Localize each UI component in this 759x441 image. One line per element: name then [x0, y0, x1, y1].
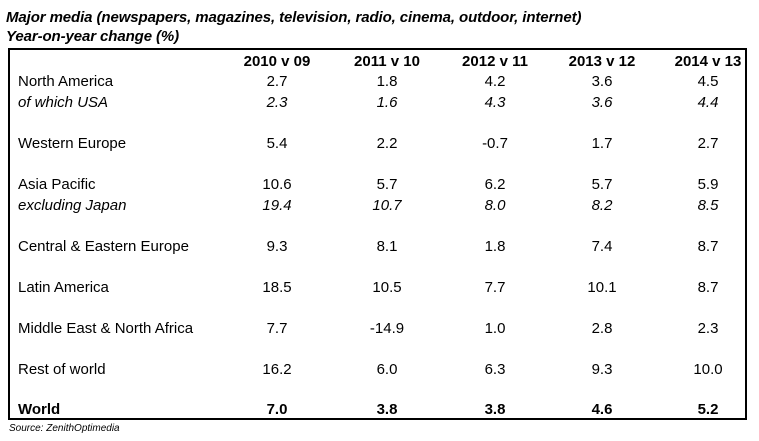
row-label: Central & Eastern Europe [18, 238, 189, 255]
table-cell: 1.8 [484, 238, 506, 255]
row-label: World [18, 401, 61, 418]
table-cell: 2.3 [266, 94, 288, 111]
row-label: excluding Japan [18, 197, 127, 214]
row-label: North America [18, 73, 114, 90]
table-cell: 4.3 [484, 94, 506, 111]
table-cell: 8.0 [484, 197, 506, 214]
source-note: Source: ZenithOptimedia [9, 423, 120, 434]
table-cell: 4.2 [484, 73, 506, 90]
table-cell: 9.3 [591, 361, 613, 378]
table-cell: 8.1 [376, 238, 398, 255]
table-cell: 10.6 [262, 176, 292, 193]
table-cell: 18.5 [262, 279, 292, 296]
table-cell: 1.8 [376, 73, 398, 90]
column-header: 2012 v 11 [462, 53, 528, 70]
table-cell: 4.5 [697, 73, 719, 90]
table-cell: 10.0 [693, 361, 723, 378]
table-cell: 5.4 [266, 135, 288, 152]
table-cell: 6.0 [376, 361, 398, 378]
table-cell: 3.6 [591, 73, 613, 90]
table-cell: 3.6 [591, 94, 613, 111]
table-row: Central & Eastern Europe 9.3 8.1 1.8 7.4… [10, 237, 745, 257]
table-cell: 4.6 [591, 401, 613, 418]
table-cell: 8.7 [697, 238, 719, 255]
column-header: 2014 v 13 [674, 53, 742, 70]
table-row: Middle East & North Africa 7.7 -14.9 1.0… [10, 319, 745, 339]
table-row: Rest of world 16.2 6.0 6.3 9.3 10.0 [10, 360, 745, 380]
table-cell: 9.3 [266, 238, 288, 255]
column-header: 2013 v 12 [568, 53, 636, 70]
table-cell: 10.1 [587, 279, 617, 296]
table-cell: 7.7 [484, 279, 506, 296]
table-subtitle: Year-on-year change (%) [6, 28, 180, 45]
table-row: North America 2.7 1.8 4.2 3.6 4.5 [10, 72, 745, 92]
table-cell: 5.9 [697, 176, 719, 193]
table-cell: 2.8 [591, 320, 613, 337]
table-cell: 5.7 [376, 176, 398, 193]
table-cell: 19.4 [262, 197, 292, 214]
row-label: Asia Pacific [18, 176, 96, 193]
table-cell: 5.7 [591, 176, 613, 193]
table-cell: 10.5 [372, 279, 402, 296]
column-header: 2011 v 10 [354, 53, 420, 70]
table-cell: 2.7 [697, 135, 719, 152]
table-cell: 1.7 [591, 135, 613, 152]
row-label: of which USA [18, 94, 109, 111]
table-cell: 6.3 [484, 361, 506, 378]
table-cell: 2.2 [376, 135, 398, 152]
table-cell: 1.0 [484, 320, 506, 337]
table-row: excluding Japan 19.4 10.7 8.0 8.2 8.5 [10, 196, 745, 216]
table-cell: -14.9 [369, 320, 405, 337]
table-cell: 5.2 [697, 401, 719, 418]
table-row-total: World 7.0 3.8 3.8 4.6 5.2 [10, 400, 745, 420]
table-cell: 8.2 [591, 197, 613, 214]
row-label: Middle East & North Africa [18, 320, 194, 337]
row-label: Latin America [18, 279, 109, 296]
table-cell: 7.4 [591, 238, 613, 255]
table-cell: 8.5 [697, 197, 719, 214]
table-cell: -0.7 [482, 135, 508, 152]
table-cell: 2.7 [266, 73, 288, 90]
table-row: Latin America 18.5 10.5 7.7 10.1 8.7 [10, 278, 745, 298]
table-cell: 10.7 [372, 197, 402, 214]
table-cell: 16.2 [262, 361, 292, 378]
table-cell: 7.7 [266, 320, 288, 337]
table-row: Western Europe 5.4 2.2 -0.7 1.7 2.7 [10, 134, 745, 154]
table-cell: 7.0 [266, 401, 288, 418]
column-header: 2010 v 09 [243, 53, 311, 70]
table-cell: 2.3 [697, 320, 719, 337]
table-cell: 3.8 [484, 401, 506, 418]
data-table: 2010 v 09 2011 v 10 2012 v 11 2013 v 12 … [8, 48, 747, 420]
table-cell: 6.2 [484, 176, 506, 193]
table-row: of which USA 2.3 1.6 4.3 3.6 4.4 [10, 93, 745, 113]
table-cell: 1.6 [376, 94, 398, 111]
table-title: Major media (newspapers, magazines, tele… [6, 9, 582, 26]
table-cell: 8.7 [697, 279, 719, 296]
row-label: Rest of world [18, 361, 106, 378]
row-label: Western Europe [18, 135, 127, 152]
table-cell: 4.4 [697, 94, 719, 111]
header-row: 2010 v 09 2011 v 10 2012 v 11 2013 v 12 … [10, 52, 745, 72]
table-row: Asia Pacific 10.6 5.7 6.2 5.7 5.9 [10, 175, 745, 195]
table-cell: 3.8 [376, 401, 398, 418]
